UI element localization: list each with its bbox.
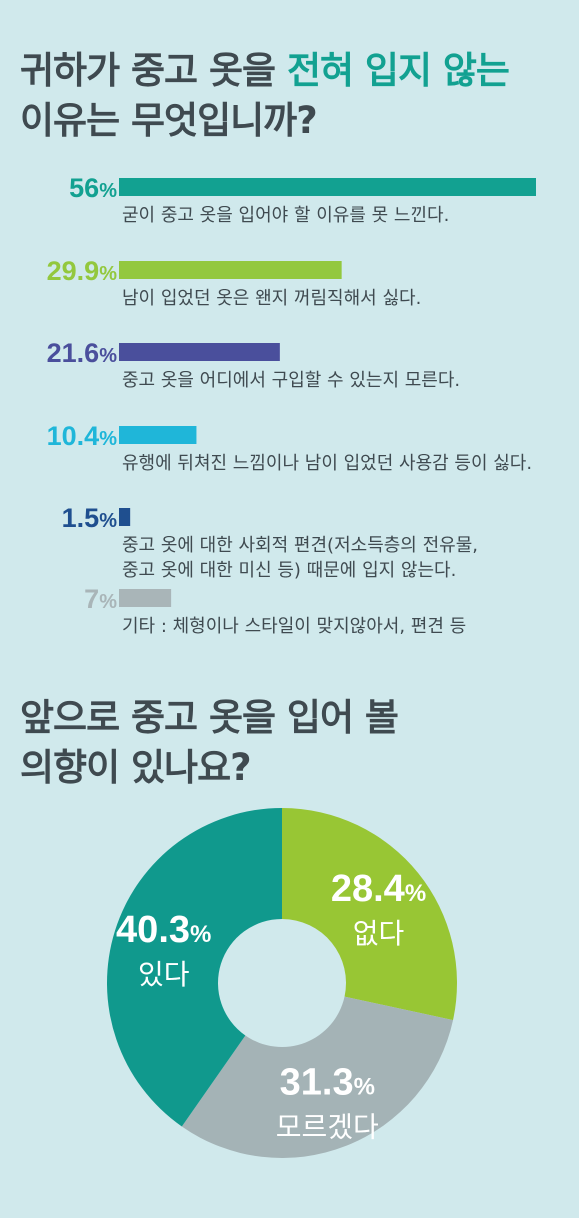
bar-value-label-1: 29.9% [47,256,118,286]
donut-value-label-2: 40.3% [116,909,211,951]
bar-1 [119,261,342,279]
donut-slice-2 [107,808,283,1127]
bar-category-label-4-line-0: 중고 옷에 대한 사회적 편견(저소득층의 전유물, [122,535,478,556]
q1-title-highlight: 전혀 입지 않는 [286,49,510,92]
bar-category-label-2: 중고 옷을 어디에서 구입할 수 있는지 모른다. [122,370,460,391]
donut-value-label-0: 28.4% [331,868,426,910]
q1-title-pre: 귀하가 중고 옷을 [20,49,287,92]
donut-slice-0 [282,808,458,1021]
bar-value-label-2: 21.6% [47,338,118,368]
donut-slice-1 [181,996,454,1158]
bar-category-label-0: 굳이 중고 옷을 입어야 할 이유를 못 느낀다. [122,205,449,226]
q2-title-line2: 의향이 있나요? [20,746,252,789]
bar-category-label-4-line-1: 중고 옷에 대한 미신 등) 때문에 입지 않는다. [122,560,456,581]
bar-category-label-5: 기타 : 체형이나 스타일이 맞지않아서, 편견 등 [122,616,466,637]
bar-4 [119,508,131,526]
bar-5 [119,589,172,607]
bar-value-label-3: 10.4% [47,421,118,451]
q2-title-line1: 앞으로 중고 옷을 입어 볼 [20,696,399,739]
bar-category-label-1: 남이 입었던 옷은 왠지 꺼림직해서 싫다. [122,288,421,309]
donut-category-label-2: 있다 [138,958,190,991]
donut-category-label-0: 없다 [353,917,405,950]
bar-category-label-3: 유행에 뒤쳐진 느낌이나 남이 입었던 사용감 등이 싫다. [122,453,532,474]
donut-category-label-1: 모르겠다 [276,1110,379,1143]
bar-3 [119,426,197,444]
bar-2 [119,343,280,361]
q1-title-line2: 이유는 무엇입니까? [20,99,318,142]
bar-value-label-5: 7% [84,584,117,614]
bar-value-label-4: 1.5% [62,503,118,533]
bar-value-label-0: 56% [69,173,117,203]
reasons-bar-chart: 56%굳이 중고 옷을 입어야 할 이유를 못 느낀다. 29.9%남이 입었던 … [47,173,536,637]
bar-0 [119,178,536,196]
donut-value-label-1: 31.3% [280,1061,375,1103]
